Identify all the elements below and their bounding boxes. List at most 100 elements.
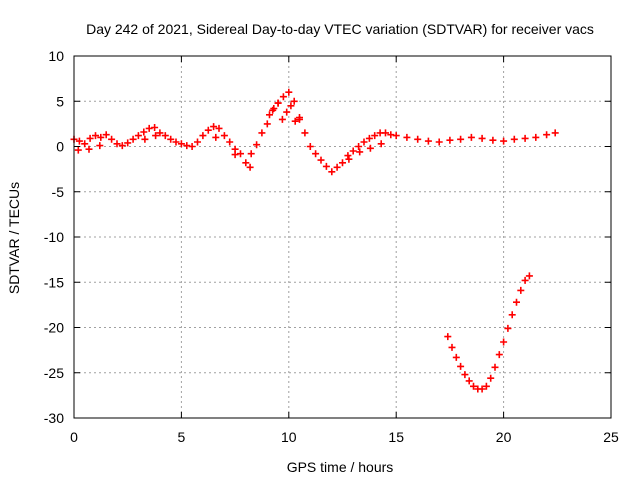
data-point — [140, 128, 148, 136]
data-point — [424, 137, 432, 145]
y-tick-label: -25 — [44, 365, 64, 381]
data-point — [151, 124, 159, 131]
data-point — [237, 150, 244, 158]
data-point — [75, 137, 83, 145]
data-point — [403, 133, 411, 141]
data-point — [444, 333, 452, 341]
data-point — [345, 155, 353, 163]
data-point — [246, 163, 254, 171]
data-point — [177, 140, 185, 148]
data-point — [328, 168, 336, 176]
data-point — [366, 144, 374, 152]
data-points — [70, 88, 559, 393]
ticks: 0 5 10 15 20 25 10 5 0 -5 -10 -15 -20 -25 -30 — [44, 48, 619, 445]
data-point — [457, 135, 465, 143]
data-point — [204, 126, 212, 134]
chart-title: Day 242 of 2021, Sidereal Day-to-day VTE… — [86, 21, 594, 37]
data-point — [387, 131, 395, 139]
data-point — [435, 138, 443, 146]
data-point — [495, 351, 503, 359]
data-point — [489, 136, 497, 144]
data-point — [461, 371, 469, 379]
data-point — [510, 135, 518, 143]
data-point — [199, 132, 207, 140]
data-point — [145, 124, 153, 132]
data-point — [231, 151, 239, 159]
data-point — [339, 159, 346, 167]
data-point — [312, 150, 320, 158]
y-tick-label: -15 — [44, 274, 64, 290]
data-point — [96, 142, 104, 150]
data-point — [322, 162, 330, 170]
data-point — [551, 129, 559, 137]
data-point — [220, 132, 228, 140]
data-point — [392, 132, 400, 140]
data-point — [504, 324, 512, 332]
data-point — [152, 132, 160, 140]
data-point — [290, 97, 298, 105]
data-point — [317, 156, 325, 164]
data-point — [118, 142, 126, 150]
data-point — [161, 132, 169, 140]
data-point — [452, 353, 460, 361]
data-point — [283, 108, 291, 116]
series-secondary-band — [74, 132, 385, 171]
data-point — [172, 138, 180, 146]
data-point — [517, 286, 525, 294]
data-point — [478, 385, 486, 393]
data-point — [301, 129, 309, 137]
x-tick-label: 15 — [388, 429, 404, 445]
x-tick-label: 20 — [496, 429, 512, 445]
y-tick-label: 5 — [56, 93, 64, 109]
data-point — [487, 374, 495, 382]
data-point — [102, 131, 110, 139]
data-point — [457, 362, 465, 370]
data-point — [414, 135, 422, 143]
data-point — [134, 132, 142, 140]
data-point — [212, 133, 220, 141]
data-point — [491, 363, 499, 371]
data-point — [356, 148, 364, 156]
data-point — [266, 111, 273, 119]
grid — [74, 56, 611, 418]
y-tick-label: 10 — [48, 48, 64, 64]
y-tick-label: -5 — [52, 184, 65, 200]
x-tick-label: 5 — [178, 429, 186, 445]
data-point — [247, 150, 255, 158]
data-point — [365, 134, 373, 142]
data-point — [355, 143, 363, 150]
data-point — [446, 136, 454, 144]
y-tick-label: -20 — [44, 320, 64, 336]
data-point — [500, 338, 508, 346]
data-point — [108, 135, 116, 143]
data-point — [86, 134, 94, 142]
data-point — [278, 115, 286, 123]
data-point — [74, 146, 82, 154]
data-point — [521, 134, 529, 142]
data-point — [296, 114, 303, 121]
data-point — [349, 147, 357, 155]
data-point — [508, 311, 516, 319]
data-point — [92, 132, 99, 140]
data-point — [448, 343, 456, 351]
data-point — [467, 133, 475, 141]
data-point — [371, 132, 379, 140]
data-point — [274, 99, 282, 107]
data-point — [113, 140, 121, 148]
y-axis-label: SDTVAR / TECUs — [6, 182, 22, 294]
data-point — [513, 298, 520, 306]
data-point — [377, 140, 385, 148]
x-tick-label: 25 — [603, 429, 619, 445]
x-tick-label: 10 — [281, 429, 297, 445]
data-point — [279, 93, 287, 101]
data-point — [532, 133, 540, 141]
data-point — [285, 88, 293, 96]
y-tick-label: -10 — [44, 229, 64, 245]
data-point — [306, 143, 314, 150]
data-point — [360, 138, 368, 146]
data-point — [215, 124, 223, 132]
series-lower-v-trace — [444, 272, 533, 393]
data-point — [258, 129, 266, 137]
x-axis-label: GPS time / hours — [287, 459, 394, 475]
y-tick-label: 0 — [56, 139, 64, 155]
